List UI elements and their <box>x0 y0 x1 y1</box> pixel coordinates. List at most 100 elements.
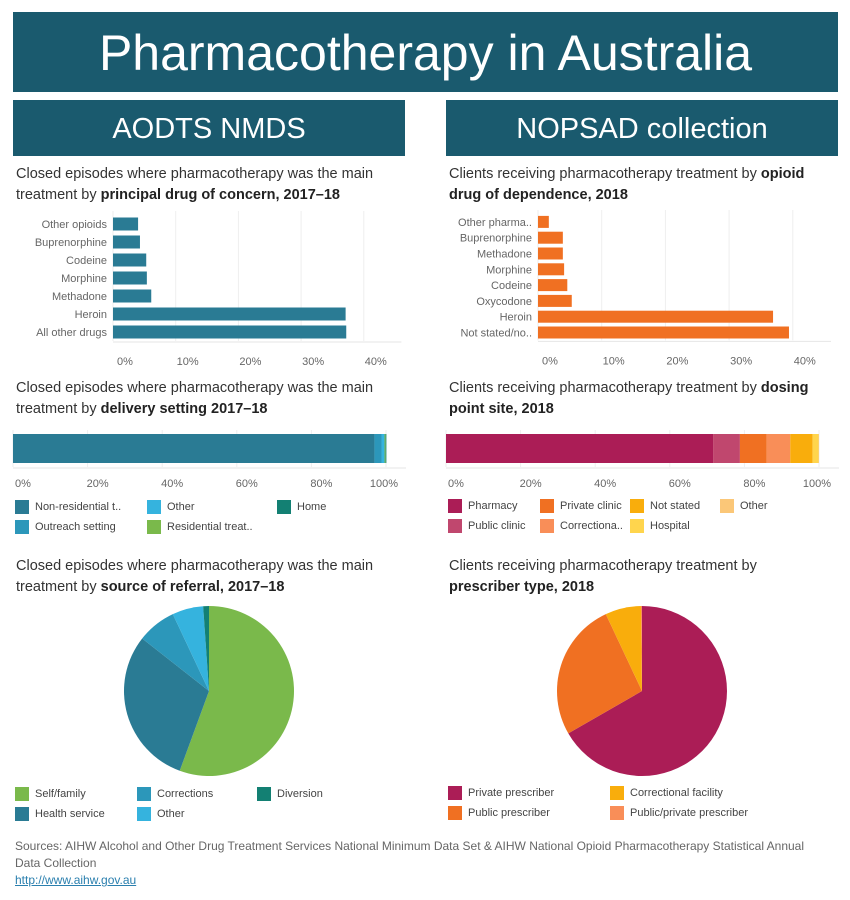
legend-swatch <box>610 806 624 820</box>
bar-segment[interactable] <box>739 434 767 463</box>
bar-segment[interactable] <box>374 434 382 463</box>
pie-slice[interactable] <box>179 606 294 776</box>
legend-swatch <box>137 807 151 821</box>
pie-slice[interactable] <box>557 614 642 734</box>
chart-title-drug-of-concern: Closed episodes where pharmacotherapy wa… <box>16 166 374 203</box>
x-tick-label: 80% <box>310 478 332 490</box>
pie-slice[interactable] <box>605 606 642 691</box>
bar[interactable] <box>113 253 147 267</box>
legend-label: Corrections <box>157 788 214 800</box>
legend-swatch <box>448 806 462 820</box>
pie-slice[interactable] <box>568 606 727 776</box>
category-label: Morphine <box>486 264 532 276</box>
bar[interactable] <box>113 307 346 321</box>
legend-swatch <box>540 519 554 533</box>
legend-item[interactable]: Home <box>277 500 326 514</box>
pie-slice[interactable] <box>640 606 642 691</box>
legend-item[interactable]: Corrections <box>137 787 213 801</box>
bar[interactable] <box>538 215 549 228</box>
bar[interactable] <box>538 279 568 292</box>
bar[interactable] <box>538 310 774 323</box>
bar[interactable] <box>113 325 347 339</box>
bar-segment[interactable] <box>13 434 375 463</box>
bar-segment[interactable] <box>381 434 385 463</box>
legend-item[interactable]: Private clinic <box>540 499 622 513</box>
legend-item[interactable]: Outreach setting <box>15 520 116 534</box>
legend-swatch <box>15 520 29 534</box>
legend-label: Diversion <box>277 788 323 800</box>
chart-title-dosing-point: Clients receiving pharmacotherapy treatm… <box>449 380 809 417</box>
pie-slice[interactable] <box>172 606 209 691</box>
legend-item[interactable]: Not stated <box>630 499 700 513</box>
legend-item[interactable]: Correctiona.. <box>540 519 623 533</box>
bar[interactable] <box>538 231 563 244</box>
chart-title-prescriber-type: Clients receiving pharmacotherapy treatm… <box>449 558 757 595</box>
x-tick-label: 40% <box>161 478 183 490</box>
legend-label: Public clinic <box>468 520 526 532</box>
x-tick-label: 20% <box>239 356 261 368</box>
legend-item[interactable]: Non-residential t.. <box>15 500 121 514</box>
bar-segment[interactable] <box>385 434 387 463</box>
bar[interactable] <box>538 263 565 276</box>
bar-segment[interactable] <box>384 434 386 463</box>
legend-item[interactable]: Health service <box>15 807 105 821</box>
legend-item[interactable]: Pharmacy <box>448 499 518 513</box>
bar[interactable] <box>538 247 563 260</box>
legend-item[interactable]: Public/private prescriber <box>610 806 748 820</box>
bar[interactable] <box>113 217 139 231</box>
bar[interactable] <box>538 294 572 307</box>
bar[interactable] <box>113 271 147 285</box>
legend-swatch <box>15 807 29 821</box>
aihw-link[interactable]: http://www.aihw.gov.au <box>15 873 137 887</box>
bar-segment[interactable] <box>766 434 791 463</box>
legend-item[interactable]: Self/family <box>15 787 86 801</box>
x-tick-label: 40% <box>594 478 616 490</box>
x-tick-label: 0% <box>117 356 133 368</box>
legend-swatch <box>147 500 161 514</box>
legend-swatch <box>137 787 151 801</box>
legend-item[interactable]: Residential treat.. <box>147 520 253 534</box>
x-tick-label: 60% <box>236 478 258 490</box>
x-tick-label: 100% <box>370 478 398 490</box>
legend-item[interactable]: Public clinic <box>448 519 525 533</box>
bar-segment[interactable] <box>446 434 714 463</box>
x-tick-label: 20% <box>87 478 109 490</box>
legend-item[interactable]: Correctional facility <box>610 786 723 800</box>
x-tick-label: 0% <box>448 478 464 490</box>
legend-swatch <box>448 499 462 513</box>
category-label: All other drugs <box>36 327 107 339</box>
legend-swatch <box>630 519 644 533</box>
x-tick-label: 30% <box>730 355 752 367</box>
legend-item[interactable]: Public prescriber <box>448 806 550 820</box>
bar[interactable] <box>538 326 789 339</box>
legend-item[interactable]: Diversion <box>257 787 323 801</box>
bar-segment[interactable] <box>812 434 819 463</box>
section-header-aodts: AODTS NMDS <box>13 100 405 156</box>
legend-item[interactable]: Private prescriber <box>448 786 554 800</box>
legend-label: Other <box>157 808 185 820</box>
category-label: Codeine <box>491 280 532 292</box>
legend-item[interactable]: Other <box>720 499 768 513</box>
bar-chart-0: 0% 10% 20% 30% 40% Other opioids Buprenorphine… <box>35 211 402 368</box>
legend-label: Self/family <box>35 788 86 800</box>
category-label: Buprenorphine <box>460 233 532 245</box>
legend-item[interactable]: Other <box>147 500 195 514</box>
legend-swatch <box>630 499 644 513</box>
legend-swatch <box>448 519 462 533</box>
bar-segment[interactable] <box>713 434 740 463</box>
pie-slice[interactable] <box>203 606 209 691</box>
category-label: Heroin <box>500 312 532 324</box>
legend-item[interactable]: Hospital <box>630 519 690 533</box>
pie-chart-5 <box>557 606 727 776</box>
pie-slice[interactable] <box>142 614 209 691</box>
x-tick-label: 10% <box>177 356 199 368</box>
sources-text: Sources: AIHW Alcohol and Other Drug Tre… <box>15 839 805 870</box>
pie-slice[interactable] <box>124 638 209 771</box>
bar[interactable] <box>113 289 152 303</box>
bar-segment[interactable] <box>790 434 813 463</box>
x-tick-label: 40% <box>794 355 816 367</box>
category-label: Oxycodone <box>476 296 532 308</box>
legend-item[interactable]: Other <box>137 807 185 821</box>
bar[interactable] <box>113 235 140 249</box>
